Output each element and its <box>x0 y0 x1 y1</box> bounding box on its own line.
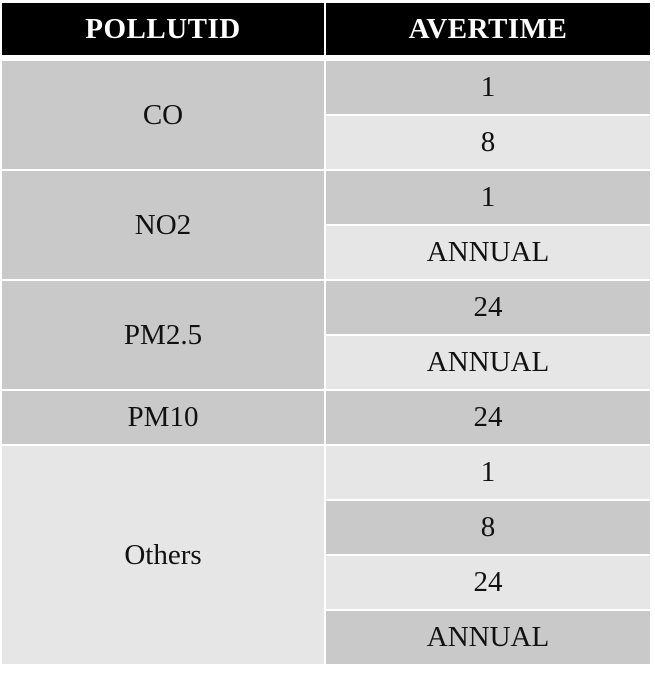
table-row: PM10 24 <box>2 390 650 446</box>
pollutant-cell-pm2-5: PM2.5 <box>2 280 326 391</box>
table-row: CO 1 <box>2 58 650 171</box>
table-row: ANNUAL <box>2 225 650 281</box>
table-row: PM2.5 24 <box>2 280 650 391</box>
avertime-cell: 24 <box>325 280 650 336</box>
pollutant-cell-pm10: PM10 <box>2 390 326 446</box>
avertime-cell: 1 <box>325 445 650 501</box>
avertime-cell: ANNUAL <box>325 335 650 391</box>
avertime-cell: ANNUAL <box>325 225 650 281</box>
pollutant-cell-others: Others <box>2 445 326 666</box>
pollutant-averaging-table: POLLUTID AVERTIME CO 1 8 NO2 1 ANNUAL PM… <box>2 3 650 666</box>
avertime-cell: 8 <box>325 500 650 556</box>
avertime-cell: 8 <box>325 115 650 171</box>
table-row: ANNUAL <box>2 610 650 666</box>
avertime-cell: ANNUAL <box>325 610 650 666</box>
table-row: 24 <box>2 555 650 611</box>
table-row: Others 1 <box>2 445 650 666</box>
table-row: 8 <box>2 500 650 556</box>
table-row: 8 <box>2 115 650 171</box>
avertime-cell: 1 <box>325 170 650 226</box>
header-pollutid: POLLUTID <box>2 3 326 61</box>
table-row: NO2 1 <box>2 170 650 281</box>
avertime-cell: 24 <box>325 390 650 446</box>
pollutant-cell-no2: NO2 <box>2 170 326 281</box>
avertime-cell: 24 <box>325 555 650 611</box>
avertime-cell: 1 <box>325 58 650 116</box>
header-avertime: AVERTIME <box>325 3 650 61</box>
header-row: POLLUTID AVERTIME <box>2 3 650 61</box>
pollutant-cell-co: CO <box>2 58 326 171</box>
table-row: ANNUAL <box>2 335 650 391</box>
